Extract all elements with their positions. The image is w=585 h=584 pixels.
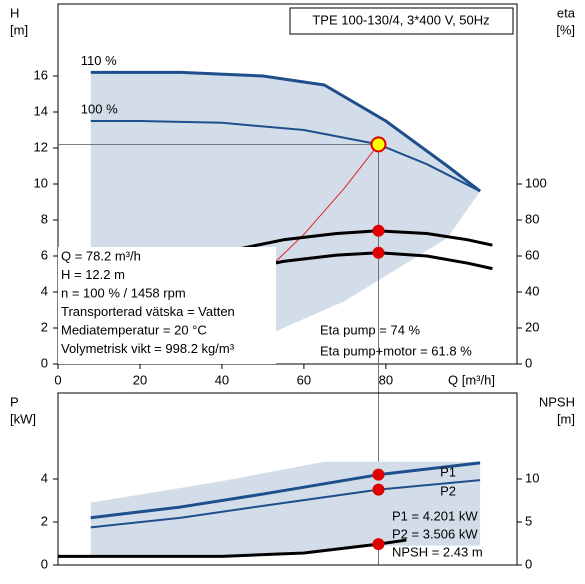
curve-label: P1 bbox=[440, 464, 456, 479]
y2-tick-label: 5 bbox=[525, 513, 532, 528]
info-line: H = 12.2 m bbox=[61, 267, 125, 282]
x-tick-label: 20 bbox=[133, 372, 147, 387]
curve-label: P2 bbox=[440, 484, 456, 499]
y2-tick-label: 100 bbox=[525, 175, 547, 190]
y-tick-label: 12 bbox=[34, 139, 48, 154]
chart-title: TPE 100-130/4, 3*400 V, 50Hz bbox=[312, 12, 489, 27]
curve-label: 100 % bbox=[81, 101, 118, 116]
x-tick-label: 60 bbox=[297, 372, 311, 387]
curve bbox=[90, 479, 481, 529]
y2-tick-label: 40 bbox=[525, 283, 539, 298]
y2-tick-label: 60 bbox=[525, 247, 539, 262]
y-tick-label: 16 bbox=[34, 67, 48, 82]
p2-point bbox=[372, 483, 385, 496]
y-tick-label: 4 bbox=[41, 283, 48, 298]
eta-info-line: Eta pump = 74 % bbox=[320, 322, 421, 337]
info-line: Mediatemperatur = 20 °C bbox=[61, 322, 207, 337]
y-tick-label: 8 bbox=[41, 211, 48, 226]
eta-info-line: Eta pump+motor = 61.8 % bbox=[320, 343, 472, 358]
y-tick-label: 0 bbox=[41, 355, 48, 370]
curve-label: 110 % bbox=[81, 53, 117, 68]
y2-axis-label: NPSH bbox=[539, 394, 575, 409]
info-line: NPSH = 2.43 m bbox=[392, 544, 483, 559]
y-tick-label: 6 bbox=[41, 247, 48, 262]
eta-total-point bbox=[372, 246, 385, 259]
p1-point bbox=[372, 468, 385, 481]
info-box bbox=[58, 247, 276, 364]
y2-tick-label: 0 bbox=[525, 556, 532, 571]
y-axis-label: [m] bbox=[10, 22, 28, 37]
y2-tick-label: 20 bbox=[525, 319, 539, 334]
y-tick-label: 4 bbox=[41, 470, 48, 485]
y-tick-label: 2 bbox=[41, 513, 48, 528]
y-tick-label: 10 bbox=[34, 175, 48, 190]
x-tick-label: 0 bbox=[54, 372, 61, 387]
curve bbox=[90, 70, 482, 193]
eta-point bbox=[372, 224, 385, 237]
y-axis-label: P bbox=[10, 394, 19, 409]
y-axis-label: H bbox=[10, 5, 19, 20]
y2-axis-label: [m] bbox=[557, 411, 575, 426]
y-tick-label: 0 bbox=[41, 556, 48, 571]
info-line: P1 = 4.201 kW bbox=[392, 508, 478, 523]
x-tick-label: 40 bbox=[215, 372, 229, 387]
title-box bbox=[289, 7, 514, 35]
y2-axis-label: [%] bbox=[556, 22, 575, 37]
x-axis-label: Q [m³/h] bbox=[448, 372, 495, 387]
x-tick-label: 80 bbox=[379, 372, 393, 387]
y2-tick-label: 10 bbox=[525, 470, 539, 485]
y2-axis-label: eta bbox=[557, 5, 576, 20]
y2-tick-label: 80 bbox=[525, 211, 539, 226]
npsh-point bbox=[372, 538, 385, 551]
curve bbox=[90, 120, 481, 193]
curve bbox=[90, 461, 481, 520]
info-line: Q = 78.2 m³/h bbox=[61, 248, 141, 263]
y-axis-label: [kW] bbox=[10, 411, 36, 426]
info-line: Volymetrisk vikt = 998.2 kg/m³ bbox=[61, 341, 235, 356]
y2-tick-label: 0 bbox=[525, 355, 532, 370]
y-tick-label: 2 bbox=[41, 319, 48, 334]
duty-point bbox=[370, 136, 387, 153]
info-line: n = 100 % / 1458 rpm bbox=[61, 285, 186, 300]
y-tick-label: 14 bbox=[34, 103, 48, 118]
info-line: P2 = 3.506 kW bbox=[392, 526, 478, 541]
info-line: Transporterad vätska = Vatten bbox=[61, 304, 235, 319]
